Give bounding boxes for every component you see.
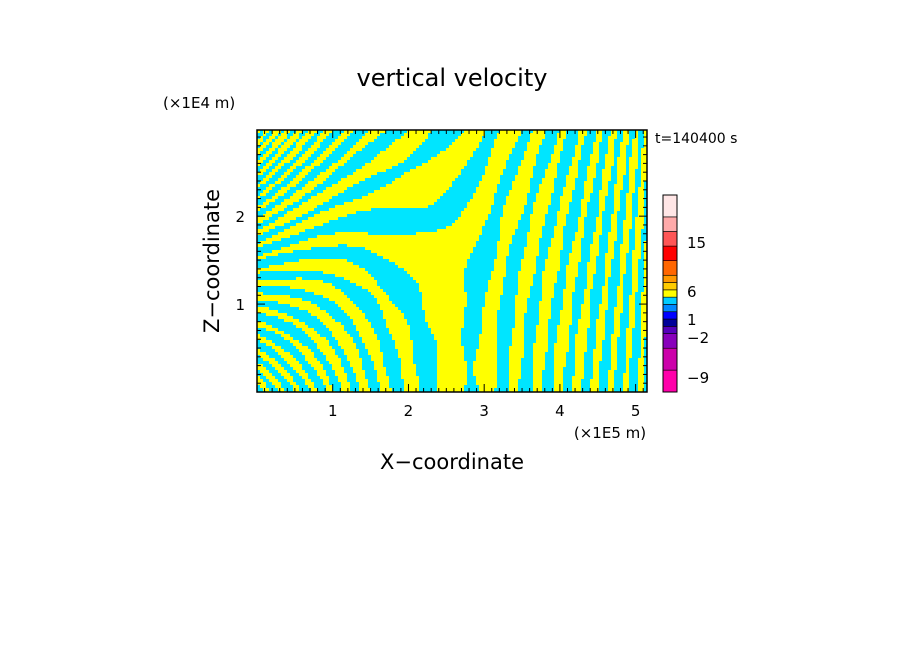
axis-ticks bbox=[257, 130, 647, 392]
colorbar-segment bbox=[662, 369, 678, 393]
colorbar-label: 1 bbox=[687, 311, 697, 329]
y-axis-label: Z−coordinate bbox=[200, 189, 224, 333]
colorbar-segment bbox=[662, 304, 678, 313]
positive-velocity-region bbox=[257, 130, 647, 392]
colorbar-label: 6 bbox=[687, 283, 697, 301]
y-tick-label: 2 bbox=[235, 208, 245, 226]
colorbar-segment bbox=[662, 231, 678, 247]
colorbar-segment bbox=[662, 289, 678, 298]
x-tick-label: 2 bbox=[404, 402, 414, 420]
colorbar-segment bbox=[662, 311, 678, 320]
colorbar-segment bbox=[662, 274, 678, 283]
colorbar-label: 15 bbox=[687, 234, 706, 252]
colorbar-label: −9 bbox=[687, 369, 709, 387]
colorbar-segment bbox=[662, 245, 678, 261]
colorbar-segment bbox=[662, 194, 678, 218]
colorbar-segment bbox=[662, 318, 678, 327]
x-tick-label: 1 bbox=[328, 402, 338, 420]
y-tick-label: 1 bbox=[235, 296, 245, 314]
colorbar-segment bbox=[662, 260, 678, 276]
colorbar-segment bbox=[662, 333, 678, 349]
x-tick-label: 5 bbox=[631, 402, 641, 420]
colorbar-segment bbox=[662, 282, 678, 291]
colorbar-segment bbox=[662, 296, 678, 305]
colorbar-label: −2 bbox=[687, 329, 709, 347]
chart-title: vertical velocity bbox=[357, 64, 548, 92]
x-tick-label: 4 bbox=[555, 402, 565, 420]
x-tick-label: 3 bbox=[479, 402, 489, 420]
colorbar-segment bbox=[662, 216, 678, 232]
x-tick-labels: 1 2 3 4 5 bbox=[328, 402, 640, 420]
y-unit-label: (×1E4 m) bbox=[163, 94, 235, 112]
colorbar-segment bbox=[662, 326, 678, 334]
colorbar-segment bbox=[662, 347, 678, 371]
plot-frame bbox=[256, 129, 648, 393]
time-label: t=140400 s bbox=[655, 131, 737, 147]
x-unit-label: (×1E5 m) bbox=[574, 424, 646, 442]
velocity-field bbox=[257, 130, 647, 392]
colorbar: 15 6 1−2 −9 bbox=[662, 194, 709, 393]
colorbar-frame bbox=[662, 194, 678, 393]
y-tick-labels: 12 bbox=[235, 208, 245, 314]
x-axis-label: X−coordinate bbox=[380, 450, 524, 474]
